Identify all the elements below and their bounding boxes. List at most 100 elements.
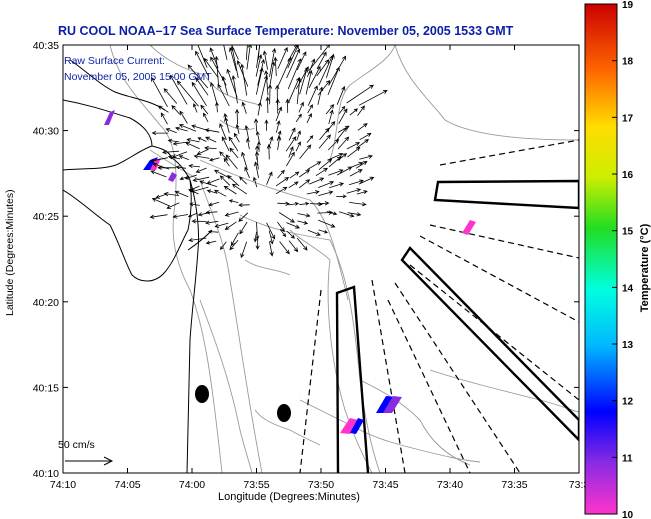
current-vectors xyxy=(149,45,388,259)
current-vector xyxy=(215,101,219,113)
current-vector xyxy=(221,136,230,152)
current-vector xyxy=(285,136,297,152)
y-tick-label: 40:35 xyxy=(33,40,59,52)
current-vector xyxy=(336,194,347,199)
current-vector xyxy=(317,86,324,105)
colorbar-tick-label: 18 xyxy=(622,57,634,68)
current-vector xyxy=(325,120,336,133)
current-vector xyxy=(207,229,219,234)
current-vector xyxy=(151,130,169,136)
current-vector xyxy=(288,146,294,158)
current-vector xyxy=(229,147,239,159)
current-vector xyxy=(277,47,288,70)
x-tick-label: 73:40 xyxy=(437,479,463,491)
current-vector xyxy=(228,136,239,152)
current-vector xyxy=(167,138,180,143)
current-vector xyxy=(150,170,167,178)
map-title: RU COOL NOAA–17 Sea Surface Temperature:… xyxy=(58,24,514,38)
current-vector xyxy=(295,141,301,152)
colorbar-tick-label: 11 xyxy=(622,453,633,464)
current-vector xyxy=(196,149,209,155)
current-vector xyxy=(277,169,285,179)
current-vector xyxy=(224,221,237,231)
current-vector xyxy=(188,189,199,195)
current-vector xyxy=(193,103,198,113)
current-vector xyxy=(205,136,217,143)
current-vector xyxy=(349,169,363,177)
current-vector xyxy=(279,228,287,238)
current-vector xyxy=(227,175,240,187)
current-vector xyxy=(160,112,168,125)
current-vector xyxy=(318,181,335,188)
colorbar-tick-label: 14 xyxy=(622,283,634,294)
current-vector xyxy=(286,222,301,229)
x-tick-label: 74:00 xyxy=(179,479,205,491)
current-vector xyxy=(346,84,374,104)
colorbar-tick-label: 16 xyxy=(622,170,634,181)
current-vector xyxy=(357,105,365,116)
current-vector xyxy=(209,81,218,106)
current-vector xyxy=(172,214,189,219)
x-tick-label: 73:45 xyxy=(372,479,398,491)
current-vector xyxy=(253,118,259,132)
current-vector xyxy=(240,63,248,96)
current-vector xyxy=(288,127,296,141)
current-vector xyxy=(221,75,228,95)
current-vector xyxy=(238,203,250,208)
current-vector xyxy=(326,211,338,216)
colorbar xyxy=(584,3,618,515)
current-vector xyxy=(356,138,370,149)
current-vector xyxy=(327,153,344,161)
current-vector xyxy=(217,83,230,107)
current-vector xyxy=(298,101,304,113)
current-vector xyxy=(228,199,239,203)
colorbar-tick-label: 17 xyxy=(622,113,634,124)
current-vector xyxy=(318,55,333,86)
current-vector xyxy=(309,45,330,71)
y-tick-label: 40:20 xyxy=(33,297,59,309)
current-vector xyxy=(277,56,292,88)
y-tick-label: 40:30 xyxy=(33,126,59,138)
y-tick-label: 40:25 xyxy=(33,211,59,223)
current-vector xyxy=(269,241,274,257)
legend-line2: November 05, 2005 15:00 GMT xyxy=(64,71,212,83)
current-vector xyxy=(230,232,239,247)
current-vector xyxy=(288,240,299,253)
current-vector xyxy=(299,144,312,159)
current-vector xyxy=(316,201,330,206)
current-vector xyxy=(203,57,219,79)
current-vector xyxy=(296,51,307,71)
current-vector xyxy=(230,45,239,78)
current-vector xyxy=(165,128,177,134)
current-vector xyxy=(307,161,322,170)
current-vector xyxy=(219,175,231,186)
current-vector xyxy=(278,212,295,223)
current-vector xyxy=(288,202,300,206)
x-axis-label: Longitude (Degrees:Minutes) xyxy=(218,491,360,503)
current-vector xyxy=(253,231,258,243)
current-vector xyxy=(254,161,259,178)
current-vector xyxy=(244,166,250,179)
current-vector xyxy=(296,237,308,251)
x-tick-label: 73:3 xyxy=(569,479,590,491)
current-vector xyxy=(295,113,302,123)
map-frame xyxy=(62,44,580,474)
current-vector xyxy=(275,177,290,187)
current-vector xyxy=(264,119,269,131)
current-vector xyxy=(223,157,230,167)
current-vector xyxy=(328,182,345,189)
colorbar-tick-label: 13 xyxy=(622,340,634,351)
current-vector xyxy=(189,202,200,207)
current-vector xyxy=(167,155,181,160)
current-vector xyxy=(307,229,321,236)
current-vector xyxy=(219,151,229,161)
current-vector xyxy=(266,222,276,240)
current-vector xyxy=(349,201,367,207)
current-vector xyxy=(338,108,348,124)
current-legend: Raw Surface Current: November 05, 2005 1… xyxy=(58,55,212,466)
depth-contours xyxy=(109,45,579,473)
radar-sector-lines xyxy=(299,139,579,473)
current-vector xyxy=(163,191,180,197)
current-vector xyxy=(328,169,344,176)
current-vector xyxy=(223,45,228,60)
